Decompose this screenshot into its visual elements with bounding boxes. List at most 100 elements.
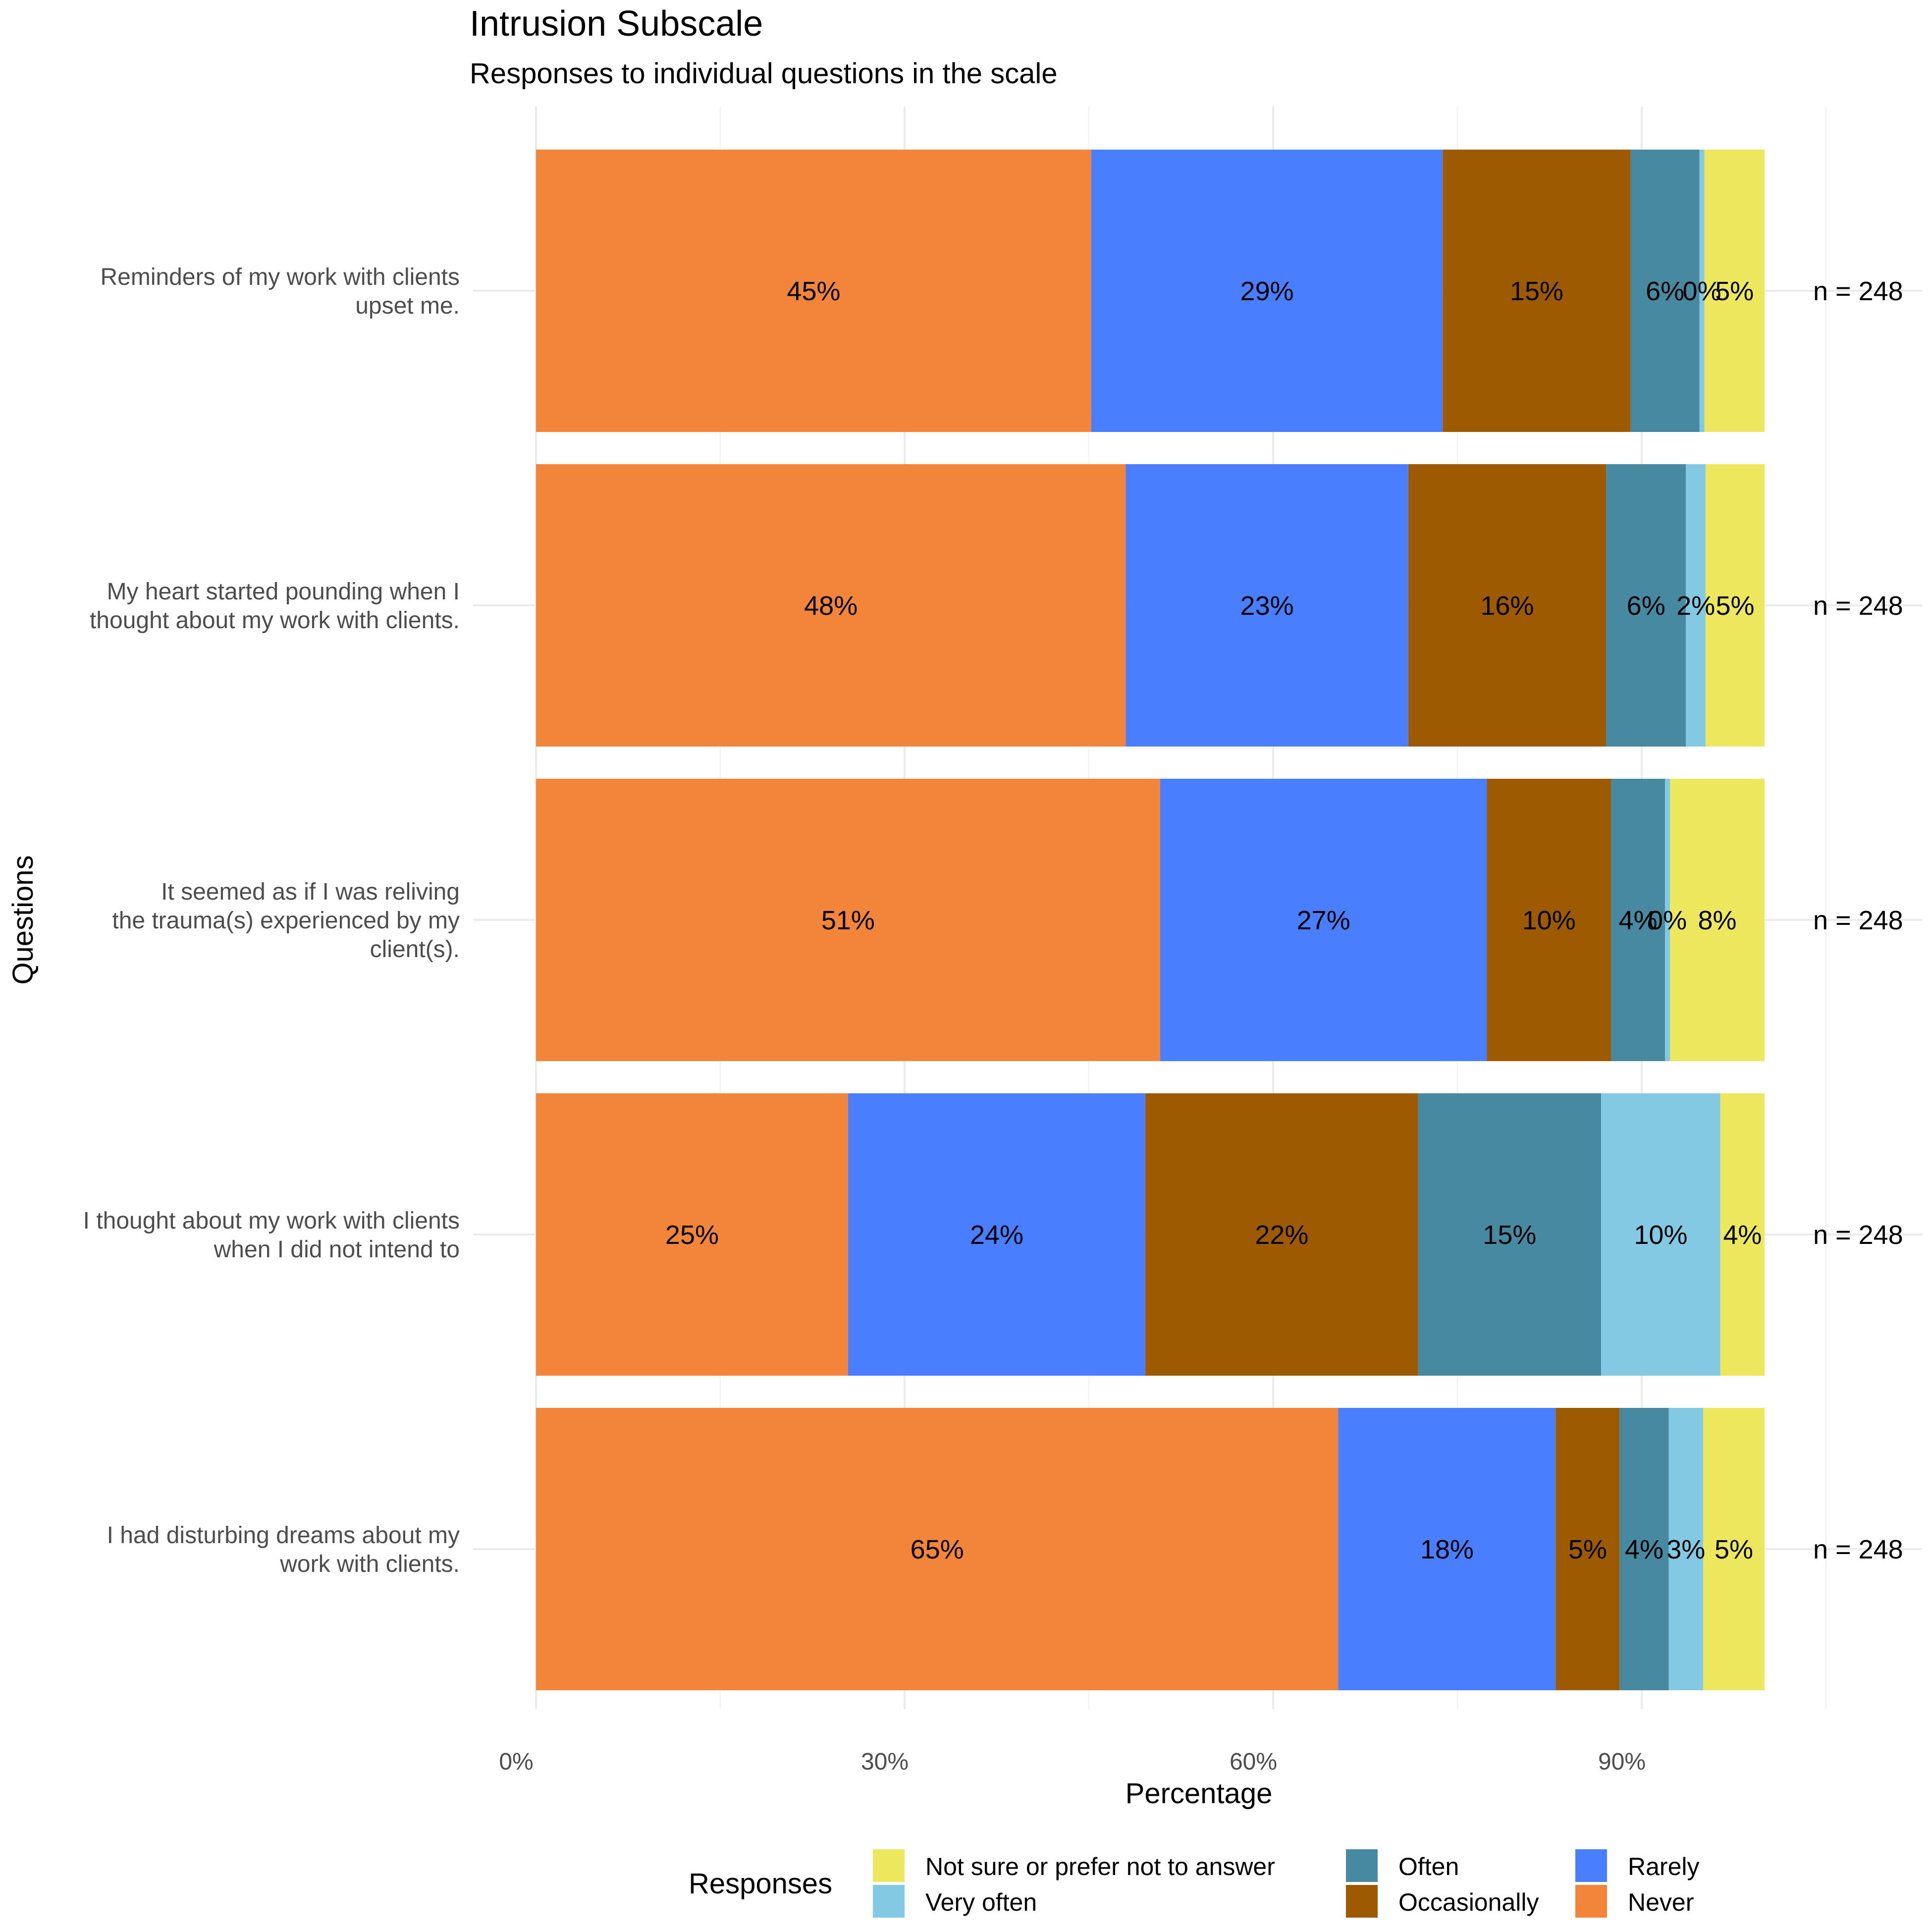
bar-segment-very-often (1686, 464, 1706, 747)
bar-segment-very-often (1668, 1408, 1703, 1690)
legend-item: Often (1346, 1849, 1459, 1882)
segment-value-label: 4% (1723, 1220, 1762, 1250)
legend-item: Never (1575, 1885, 1694, 1918)
segment-value-label: 22% (1255, 1220, 1308, 1250)
sample-size-label: n = 248 (1813, 591, 1903, 621)
x-tick-label: 30% (861, 1749, 909, 1775)
y-tick-label: I had disturbing dreams about my work wit… (107, 1522, 460, 1577)
bar-segment-not-sure-or-prefer-not-to-answer (1704, 150, 1765, 432)
bar-segment-occasionally (1487, 779, 1611, 1061)
segment-value-label: 5% (1568, 1535, 1607, 1564)
bar-segment-often (1630, 150, 1700, 432)
segment-value-label: 51% (821, 906, 875, 935)
bar-segment-occasionally (1145, 1093, 1418, 1376)
bar-segment-rarely (848, 1093, 1146, 1376)
bar-segment-not-sure-or-prefer-not-to-answer (1705, 464, 1765, 747)
bar-segment-often (1619, 1408, 1669, 1690)
segment-value-label: 0% (1648, 906, 1687, 935)
legend-swatch (1346, 1885, 1378, 1918)
bar-segment-occasionally (1556, 1408, 1620, 1690)
legend-title: Responses (689, 1868, 832, 1900)
bar-segment-often (1418, 1093, 1602, 1376)
segment-value-label: 4% (1625, 1535, 1664, 1564)
bar-segment-often (1606, 464, 1686, 747)
segment-value-label: 27% (1297, 906, 1350, 935)
legend-label: Occasionally (1398, 1888, 1539, 1916)
x-tick-label: 90% (1598, 1749, 1646, 1775)
bar-segment-very-often (1665, 779, 1670, 1061)
segment-value-label: 48% (804, 591, 858, 621)
segment-value-label: 45% (787, 276, 840, 306)
segment-value-label: 0% (1682, 276, 1721, 306)
legend-label: Often (1398, 1853, 1459, 1880)
legend: Responses Not sure or prefer not to answe… (689, 1849, 1699, 1918)
x-axis-tick-labels: 0% 30% 60% 90% (499, 1749, 1646, 1775)
chart-title: Intrusion Subscale (470, 4, 763, 44)
segment-value-label: 6% (1646, 276, 1684, 306)
legend-swatch (1575, 1885, 1607, 1918)
x-axis-title: Percentage (1126, 1777, 1273, 1810)
bar-row: 25% 24% 22% 15% 10% 4% n = 248 (536, 1093, 1903, 1376)
segment-value-label: 6% (1627, 591, 1665, 621)
bar-row: 45% 29% 15% 6%0%5% n = 248 (536, 150, 1903, 432)
bar-segment-very-often (1699, 150, 1705, 432)
sample-size-label: n = 248 (1813, 906, 1903, 935)
segment-value-label: 4% (1619, 906, 1658, 935)
segment-value-label: 15% (1483, 1220, 1536, 1250)
segment-value-label: 16% (1480, 591, 1534, 621)
legend-label: Not sure or prefer not to answer (925, 1853, 1275, 1880)
y-tick-label: I thought about my work with clients when… (83, 1208, 460, 1263)
sample-size-label: n = 248 (1813, 276, 1903, 306)
legend-label: Rarely (1628, 1853, 1699, 1880)
bar-row: 65% 18% 5% 4% 3% 5% n = 248 (536, 1408, 1903, 1690)
sample-size-label: n = 248 (1813, 1220, 1903, 1250)
segment-value-label: 65% (911, 1535, 964, 1564)
segment-value-label: 5% (1715, 1535, 1753, 1564)
segment-value-label: 15% (1510, 276, 1563, 306)
x-tick-label: 60% (1230, 1749, 1277, 1775)
bar-segment-rarely (1160, 779, 1487, 1061)
bar-segment-rarely (1338, 1408, 1556, 1690)
bar-segment-very-often (1601, 1093, 1720, 1376)
legend-swatch (1346, 1849, 1378, 1882)
segment-value-label: 10% (1522, 906, 1576, 935)
bar-segment-often (1611, 779, 1665, 1061)
bar-segment-never (536, 150, 1091, 432)
bar-row: 48% 23% 16% 6% 2% 5% n = 248 (536, 464, 1903, 747)
y-axis-title: Questions (7, 855, 39, 984)
legend-item: Rarely (1575, 1849, 1699, 1882)
bar-segment-occasionally (1408, 464, 1607, 747)
segment-value-label: 3% (1666, 1535, 1705, 1564)
y-axis-tick-labels: Reminders of my work with clients upset m… (83, 264, 460, 1577)
segment-value-label: 10% (1634, 1220, 1687, 1250)
y-tick-label: It seemed as if I was reliving the trauma… (112, 879, 460, 963)
segment-value-label: 5% (1715, 276, 1754, 306)
bar-segment-rarely (1126, 464, 1408, 747)
legend-label: Never (1628, 1888, 1694, 1916)
segment-value-label: 8% (1698, 906, 1736, 935)
bar-segment-never (536, 464, 1126, 747)
legend-swatch (873, 1849, 905, 1882)
legend-item: Very often (873, 1885, 1037, 1918)
chart-subtitle: Responses to individual questions in the… (470, 57, 1058, 90)
segment-value-label: 5% (1716, 591, 1754, 621)
segment-value-label: 29% (1240, 276, 1294, 306)
y-tick-label: Reminders of my work with clients upset m… (100, 264, 460, 319)
bar-segment-not-sure-or-prefer-not-to-answer (1703, 1408, 1765, 1690)
legend-item: Not sure or prefer not to answer (873, 1849, 1275, 1882)
legend-label: Very often (925, 1888, 1037, 1916)
bar-segment-never (536, 1408, 1339, 1690)
bar-segment-occasionally (1443, 150, 1631, 432)
legend-swatch (1575, 1849, 1607, 1882)
bar-segment-not-sure-or-prefer-not-to-answer (1670, 779, 1765, 1061)
segment-value-label: 2% (1676, 591, 1715, 621)
sample-size-label: n = 248 (1813, 1535, 1903, 1564)
bar-segment-not-sure-or-prefer-not-to-answer (1720, 1093, 1765, 1376)
legend-swatch (873, 1885, 905, 1918)
segment-value-label: 25% (665, 1220, 719, 1250)
segment-value-label: 18% (1420, 1535, 1474, 1564)
segment-value-label: 24% (970, 1220, 1023, 1250)
